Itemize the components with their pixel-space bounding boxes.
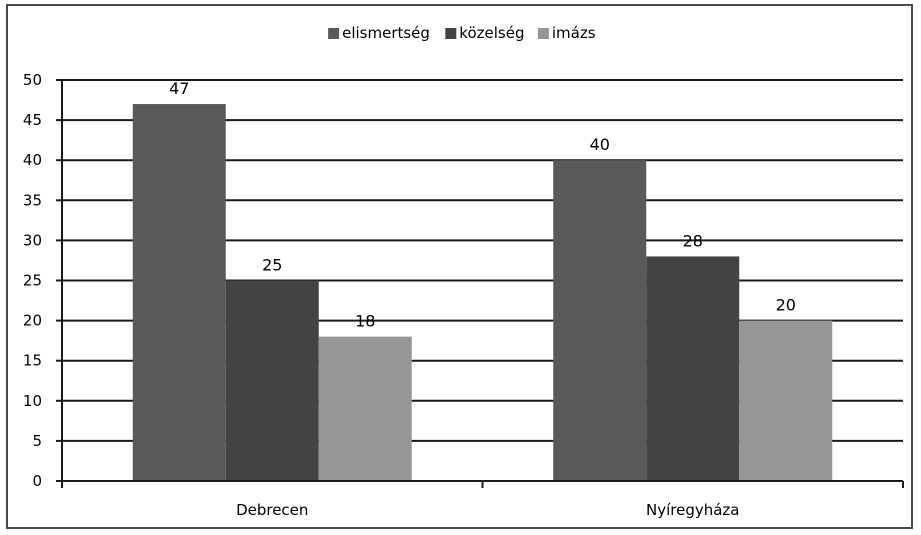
legend-label: imázs: [552, 24, 596, 42]
y-tick-label: 30: [23, 231, 42, 249]
legend-label: elismertség: [342, 24, 430, 42]
y-tick-label: 10: [23, 392, 42, 410]
legend-swatch: [537, 28, 549, 39]
data-label: 18: [355, 312, 375, 331]
data-label: 28: [683, 231, 703, 250]
x-category-label: Nyíregyháza: [646, 501, 740, 519]
legend: elismertség közelség imázs: [328, 24, 596, 42]
y-tick-label: 25: [23, 272, 42, 290]
legend-label: közelség: [459, 24, 524, 42]
legend-swatch: [328, 28, 340, 39]
y-tick-label: 15: [23, 352, 42, 370]
legend-swatch: [445, 28, 457, 39]
x-category-label: Debrecen: [236, 501, 308, 519]
data-label: 25: [262, 256, 282, 275]
bar-imázs-Debrecen: [318, 336, 412, 481]
y-tick-label: 40: [23, 151, 42, 169]
bar-elismertség-Nyíregyháza: [553, 160, 647, 481]
bar-közelség-Nyíregyháza: [646, 256, 740, 481]
y-tick-label: 20: [23, 312, 42, 330]
y-tick-label: 5: [32, 432, 42, 450]
y-tick-label: 0: [32, 472, 42, 490]
x-category-labels: Debrecen Nyíregyháza: [236, 501, 739, 519]
value-labels: 47 25 18 40 28 20: [169, 79, 796, 331]
data-label: 47: [169, 79, 189, 98]
bar-közelség-Debrecen: [225, 280, 319, 481]
y-tick-label: 45: [23, 111, 42, 129]
bar-imázs-Nyíregyháza: [739, 320, 833, 481]
bars: [132, 104, 833, 481]
axes: [56, 79, 904, 488]
y-tick-label: 35: [23, 191, 42, 209]
data-label: 20: [776, 296, 796, 315]
bar-elismertség-Debrecen: [132, 104, 226, 481]
y-tick-labels: 0 5 10 15 20 25 30 35 40 45 50: [23, 71, 42, 490]
data-label: 40: [590, 135, 610, 154]
y-tick-label: 50: [23, 71, 42, 89]
